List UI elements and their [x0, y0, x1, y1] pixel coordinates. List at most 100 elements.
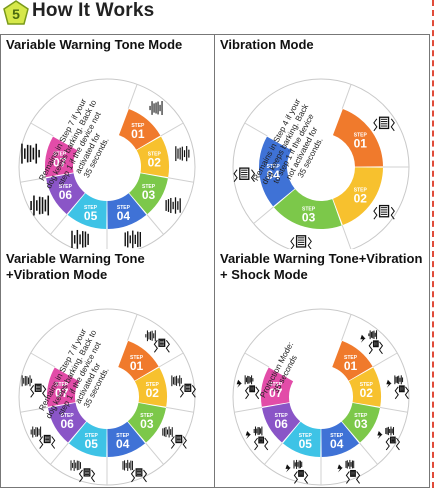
- step-segment: [48, 402, 87, 443]
- step-segment: [129, 173, 168, 215]
- step-logo-icon: 5: [3, 0, 29, 25]
- step-number: 06: [274, 417, 288, 431]
- panel-title: Variable Warning Tone Mode: [6, 37, 183, 52]
- step-number: 04: [330, 437, 344, 451]
- step-label: STEP: [354, 132, 368, 138]
- mode-wheel: STEP01STEP02STEP03STEP04STEP05STEP06STEP…: [18, 308, 196, 486]
- panel-variable-warning-tone: Variable Warning Tone Mode STEP 01 STEP 02 S…: [1, 35, 215, 261]
- step-number: 04: [116, 437, 130, 451]
- step-segment: [107, 421, 146, 457]
- step-number: 03: [140, 417, 154, 431]
- step-label: STEP: [142, 184, 156, 190]
- shock-icon: [236, 379, 242, 388]
- sound-wave-icon: [21, 375, 33, 387]
- step-label: STEP: [116, 433, 130, 439]
- step-label: STEP: [84, 205, 98, 211]
- step-label: STEP: [140, 413, 154, 419]
- step-segment: [134, 367, 168, 407]
- sound-wave-icon: [124, 230, 142, 249]
- step-segment: [273, 189, 342, 229]
- step-number: 07: [269, 386, 283, 400]
- vibration-icon: [394, 385, 410, 400]
- vibration-icon: [368, 340, 384, 355]
- step-segment: [332, 108, 383, 167]
- step-label: STEP: [59, 184, 73, 190]
- step-number: 05: [299, 437, 313, 451]
- sound-wave-icon: [70, 459, 81, 471]
- step-number: 02: [354, 192, 368, 206]
- header: 5 How It Works: [0, 0, 430, 26]
- vibration-icon: [179, 383, 196, 398]
- sound-wave-icon: [165, 197, 181, 214]
- sound-wave-icon: [162, 426, 173, 438]
- step-label: STEP: [267, 164, 281, 170]
- sound-wave-icon: [171, 375, 182, 387]
- step-segment: [107, 193, 147, 229]
- step-label: STEP: [148, 152, 162, 158]
- vibration-icon: [78, 468, 96, 483]
- step-segment: [118, 108, 161, 150]
- sound-wave-icon: [244, 375, 254, 385]
- step-segment: [47, 367, 80, 407]
- step-label: STEP: [269, 382, 283, 388]
- step-number: 01: [130, 359, 144, 373]
- step-number: 02: [360, 386, 374, 400]
- vibration-icon: [373, 116, 395, 132]
- mode-wheel: STEP01STEP02STEP03STEP04STEP05STEP06STEP…: [232, 308, 410, 486]
- mode-wheel: STEP01STEP02STEP03STEP04STEP05STEP06STEP…: [18, 78, 196, 256]
- sound-wave-icon: [149, 101, 163, 116]
- dashed-divider: [432, 0, 434, 488]
- step-segment: [136, 136, 169, 178]
- step-label: STEP: [354, 413, 368, 419]
- step-number: 06: [59, 188, 73, 202]
- step-segment: [261, 367, 294, 407]
- sound-wave-icon: [345, 459, 355, 469]
- vibration-icon: [30, 383, 47, 398]
- step-segment: [118, 340, 159, 381]
- step-segment: [127, 402, 166, 443]
- vibration-icon: [233, 167, 256, 183]
- step-segment: [262, 402, 301, 443]
- step-label: STEP: [275, 413, 289, 419]
- step-number: 02: [146, 386, 160, 400]
- panel-vibration: Vibration Mode STEP 01 STEP 02 STEP 03 STEP 04 R…: [215, 35, 428, 261]
- sound-wave-icon: [175, 146, 190, 162]
- step-label: STEP: [302, 206, 316, 212]
- step-segment: [46, 173, 85, 215]
- step-label: STEP: [131, 123, 145, 129]
- panel-title: Vibration Mode: [220, 37, 314, 52]
- sound-wave-icon: [385, 426, 395, 436]
- step-segment: [341, 402, 380, 443]
- sound-wave-icon: [368, 330, 378, 340]
- vibration-icon: [244, 385, 260, 400]
- step-segment: [282, 421, 321, 457]
- step-label: STEP: [130, 355, 144, 361]
- step-segment: [321, 421, 360, 457]
- panel-tone-vibration: Variable Warning Tone +Vibration Mode ST…: [1, 249, 215, 487]
- step-label: STEP: [61, 413, 75, 419]
- step-number: 07: [55, 386, 69, 400]
- step-number: 07: [53, 156, 67, 170]
- step-label: STEP: [117, 205, 131, 211]
- step-label: STEP: [85, 433, 99, 439]
- panel-title: Variable Warning Tone +Vibration Mode: [6, 251, 145, 282]
- step-label: STEP: [344, 355, 358, 361]
- step-segment: [259, 136, 295, 207]
- sound-wave-icon: [122, 459, 133, 471]
- vibration-icon: [130, 468, 148, 483]
- sound-wave-icon: [293, 459, 303, 469]
- panel-title: Variable Warning Tone+Vibration + Shock …: [220, 251, 423, 282]
- step-segment: [332, 340, 373, 381]
- vibration-icon: [253, 436, 269, 451]
- step-number: 03: [142, 188, 156, 202]
- step-segment: [332, 167, 383, 226]
- shock-icon: [245, 431, 251, 439]
- vibration-icon: [153, 338, 170, 353]
- shock-icon: [360, 334, 366, 343]
- vibration-icon: [290, 235, 312, 250]
- step-label: STEP: [53, 152, 67, 158]
- modes-grid: Variable Warning Tone Mode STEP 01 STEP 02 S…: [0, 34, 430, 488]
- step-number: 03: [302, 210, 316, 224]
- step-number: 05: [85, 437, 99, 451]
